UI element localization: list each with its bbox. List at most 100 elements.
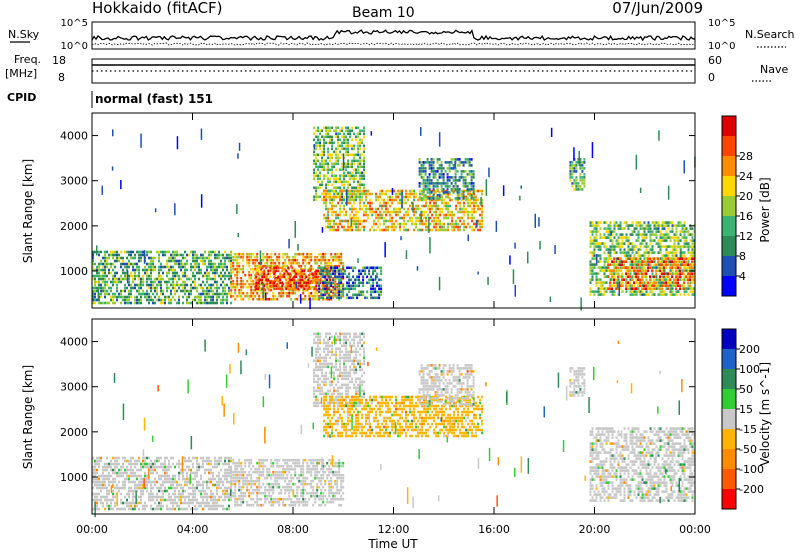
data-cell xyxy=(160,262,162,266)
data-cell xyxy=(298,264,301,268)
data-cell xyxy=(313,272,316,276)
data-cell xyxy=(303,284,306,288)
data-cell xyxy=(120,468,122,472)
data-cell xyxy=(302,279,305,283)
data-cell xyxy=(450,188,453,191)
data-cell xyxy=(98,265,100,269)
data-cell xyxy=(148,262,150,266)
data-cell xyxy=(429,210,432,214)
data-cell xyxy=(98,498,100,502)
data-cell xyxy=(351,153,354,157)
data-cell xyxy=(363,213,366,217)
data-cell xyxy=(340,278,343,282)
data-cell xyxy=(138,486,140,490)
data-cell xyxy=(325,219,328,223)
data-cell xyxy=(333,228,336,232)
data-cell xyxy=(381,228,384,232)
data-cell xyxy=(595,221,598,224)
data-cell xyxy=(271,284,274,288)
data-cell xyxy=(467,213,470,217)
data-cell xyxy=(116,298,118,302)
data-cell xyxy=(405,250,408,260)
data-cell xyxy=(363,159,366,163)
data-cell xyxy=(238,282,241,286)
data-cell xyxy=(310,273,313,277)
data-cell xyxy=(327,216,330,220)
data-cell xyxy=(681,227,684,230)
data-cell xyxy=(312,273,315,277)
data-cell xyxy=(130,504,132,508)
data-cell xyxy=(359,177,362,181)
data-cell xyxy=(148,268,150,272)
data-cell xyxy=(337,180,340,184)
data-cell xyxy=(310,267,313,271)
data-cell xyxy=(463,228,466,232)
data-cell xyxy=(470,185,473,188)
data-cell xyxy=(439,213,442,217)
data-cell xyxy=(264,261,267,265)
data-cell xyxy=(288,294,291,298)
data-cell xyxy=(150,298,152,302)
data-cell xyxy=(383,192,386,196)
data-cell xyxy=(322,255,325,259)
data-cell xyxy=(611,275,614,278)
data-cell xyxy=(325,132,328,136)
data-cell xyxy=(639,263,642,266)
data-cell xyxy=(357,132,360,136)
data-cell xyxy=(308,273,311,277)
data-cell xyxy=(332,278,335,282)
data-cell xyxy=(481,213,484,217)
data-cell xyxy=(134,301,136,305)
data-cell xyxy=(683,287,686,290)
data-cell xyxy=(439,210,442,214)
data-cell xyxy=(158,456,160,460)
data-cell xyxy=(369,210,372,214)
data-cell xyxy=(281,281,284,285)
data-cell xyxy=(613,269,616,272)
data-cell xyxy=(681,254,684,257)
data-cell xyxy=(140,474,142,478)
data-cell xyxy=(204,292,206,296)
data-cell xyxy=(136,289,138,293)
data-cell xyxy=(689,272,692,275)
data-cell xyxy=(315,159,318,163)
data-cell xyxy=(321,150,324,154)
data-cell xyxy=(317,195,320,199)
data-cell xyxy=(389,204,392,208)
data-cell xyxy=(667,185,670,200)
data-cell xyxy=(186,289,188,293)
data-cell xyxy=(102,265,104,269)
data-cell xyxy=(599,227,602,230)
data-cell xyxy=(675,263,678,266)
data-cell xyxy=(475,198,478,202)
data-cell xyxy=(679,284,682,287)
data-cell xyxy=(238,142,241,151)
data-cell xyxy=(182,489,184,493)
data-cell xyxy=(613,224,616,227)
data-cell xyxy=(324,279,327,283)
data-cell xyxy=(230,253,232,257)
data-cell xyxy=(633,269,636,272)
data-cell xyxy=(367,189,370,193)
data-cell xyxy=(689,227,692,230)
data-cell xyxy=(645,251,648,254)
data-cell xyxy=(331,189,334,193)
data-cell xyxy=(441,210,444,214)
data-cell xyxy=(214,262,216,266)
data-cell xyxy=(345,168,348,172)
data-cell xyxy=(327,183,330,187)
data-cell xyxy=(689,266,692,269)
data-cell xyxy=(182,289,184,293)
data-cell xyxy=(230,294,233,298)
data-cell xyxy=(310,258,313,262)
data-cell xyxy=(124,471,126,475)
data-cell xyxy=(273,266,276,270)
data-cell xyxy=(154,265,156,269)
data-cell xyxy=(307,281,310,285)
noise-right-tick-bottom: 10^0 xyxy=(708,41,735,52)
data-cell xyxy=(252,279,255,283)
data-cell xyxy=(257,281,260,285)
data-cell xyxy=(399,210,402,214)
data-cell xyxy=(300,264,303,268)
data-cell xyxy=(332,258,335,262)
